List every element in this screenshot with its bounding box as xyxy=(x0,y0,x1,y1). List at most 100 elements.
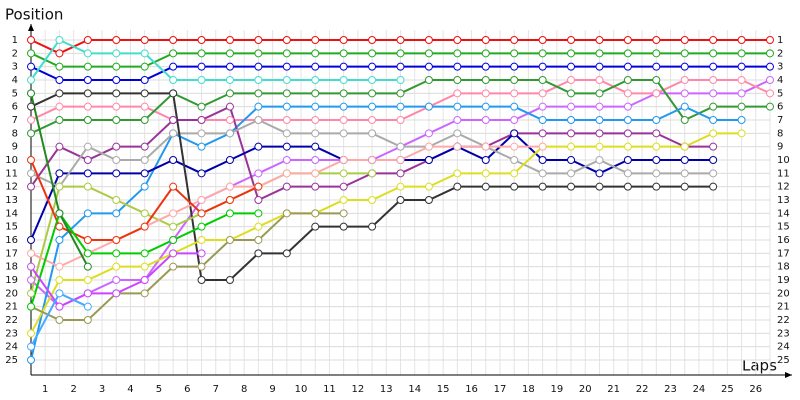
x-tick-label: 16 xyxy=(465,384,478,395)
position-marker xyxy=(766,102,774,111)
position-marker xyxy=(339,89,348,98)
position-marker xyxy=(737,49,746,58)
position-marker xyxy=(567,156,576,165)
position-marker xyxy=(737,36,746,45)
position-marker xyxy=(368,156,377,165)
position-marker xyxy=(424,156,433,165)
x-tick-label: 4 xyxy=(127,384,133,395)
position-marker xyxy=(27,275,35,284)
position-marker xyxy=(766,76,774,85)
position-marker xyxy=(55,209,64,218)
position-marker xyxy=(737,129,746,138)
position-marker xyxy=(83,62,92,71)
position-marker xyxy=(282,156,291,165)
position-marker xyxy=(27,355,35,364)
position-marker xyxy=(55,76,64,85)
position-marker xyxy=(709,102,718,111)
x-tick-label: 12 xyxy=(351,384,364,395)
y-tick-label: 15 xyxy=(5,222,18,233)
position-marker xyxy=(282,249,291,258)
y-tick-label-right: 8 xyxy=(777,128,783,139)
position-marker xyxy=(55,235,64,244)
position-marker xyxy=(453,182,462,191)
position-marker xyxy=(55,222,64,231)
position-marker xyxy=(368,102,377,111)
position-marker xyxy=(595,129,604,138)
position-marker xyxy=(652,142,661,151)
position-marker xyxy=(680,182,689,191)
x-tick-label: 23 xyxy=(664,384,677,395)
position-marker xyxy=(510,102,519,111)
x-tick-label: 14 xyxy=(408,384,421,395)
position-marker xyxy=(510,76,519,85)
position-marker xyxy=(112,235,121,244)
position-marker xyxy=(311,156,320,165)
position-marker xyxy=(623,62,632,71)
position-marker xyxy=(453,76,462,85)
position-marker xyxy=(396,142,405,151)
position-marker xyxy=(709,76,718,85)
position-marker xyxy=(55,116,64,125)
position-marker xyxy=(339,196,348,204)
position-marker xyxy=(282,209,291,218)
position-marker xyxy=(140,182,149,191)
position-marker xyxy=(112,36,121,45)
position-marker xyxy=(112,89,121,98)
position-marker xyxy=(55,169,64,178)
x-tick-label: 21 xyxy=(607,384,620,395)
position-marker xyxy=(282,49,291,58)
position-marker xyxy=(623,142,632,151)
position-marker xyxy=(311,89,320,98)
position-marker xyxy=(55,262,64,271)
position-marker xyxy=(481,36,490,45)
position-marker xyxy=(567,49,576,58)
y-tick-label: 4 xyxy=(12,75,18,86)
position-marker xyxy=(311,222,320,231)
position-marker xyxy=(595,116,604,125)
y-tick-label-right: 25 xyxy=(777,355,790,366)
position-marker xyxy=(595,49,604,58)
x-tick-label: 26 xyxy=(749,384,762,395)
y-tick-label-right: 12 xyxy=(777,182,790,193)
position-marker xyxy=(197,209,206,218)
position-line xyxy=(30,212,344,321)
position-marker xyxy=(254,76,263,85)
y-tick-label: 24 xyxy=(5,342,18,353)
position-marker xyxy=(623,89,632,98)
position-marker xyxy=(55,315,64,324)
y-tick-label-right: 10 xyxy=(777,155,790,166)
position-marker xyxy=(254,249,263,258)
position-marker xyxy=(55,142,64,151)
position-marker xyxy=(282,182,291,191)
position-marker xyxy=(197,262,206,271)
position-marker xyxy=(27,329,35,338)
position-marker xyxy=(368,49,377,58)
position-marker xyxy=(510,62,519,71)
position-marker xyxy=(396,116,405,125)
position-marker xyxy=(538,156,547,165)
position-marker xyxy=(311,169,320,178)
position-marker xyxy=(538,102,547,111)
y-tick-label: 7 xyxy=(12,115,18,126)
position-marker xyxy=(112,249,121,258)
position-marker xyxy=(112,156,121,165)
position-marker xyxy=(680,76,689,85)
position-marker xyxy=(27,302,35,311)
position-marker xyxy=(652,89,661,98)
position-marker xyxy=(282,36,291,45)
position-marker xyxy=(311,76,320,85)
position-marker xyxy=(83,169,92,178)
position-marker xyxy=(396,36,405,45)
position-marker xyxy=(680,156,689,165)
y-tick-label-right: 16 xyxy=(777,235,790,246)
position-marker xyxy=(737,116,746,125)
position-marker xyxy=(680,49,689,58)
position-marker xyxy=(481,182,490,191)
position-marker xyxy=(311,209,320,218)
x-tick-label: 6 xyxy=(184,384,190,395)
position-marker xyxy=(27,49,35,58)
position-marker xyxy=(27,129,35,138)
position-marker xyxy=(766,89,774,98)
position-marker xyxy=(652,129,661,138)
position-marker xyxy=(225,235,234,244)
